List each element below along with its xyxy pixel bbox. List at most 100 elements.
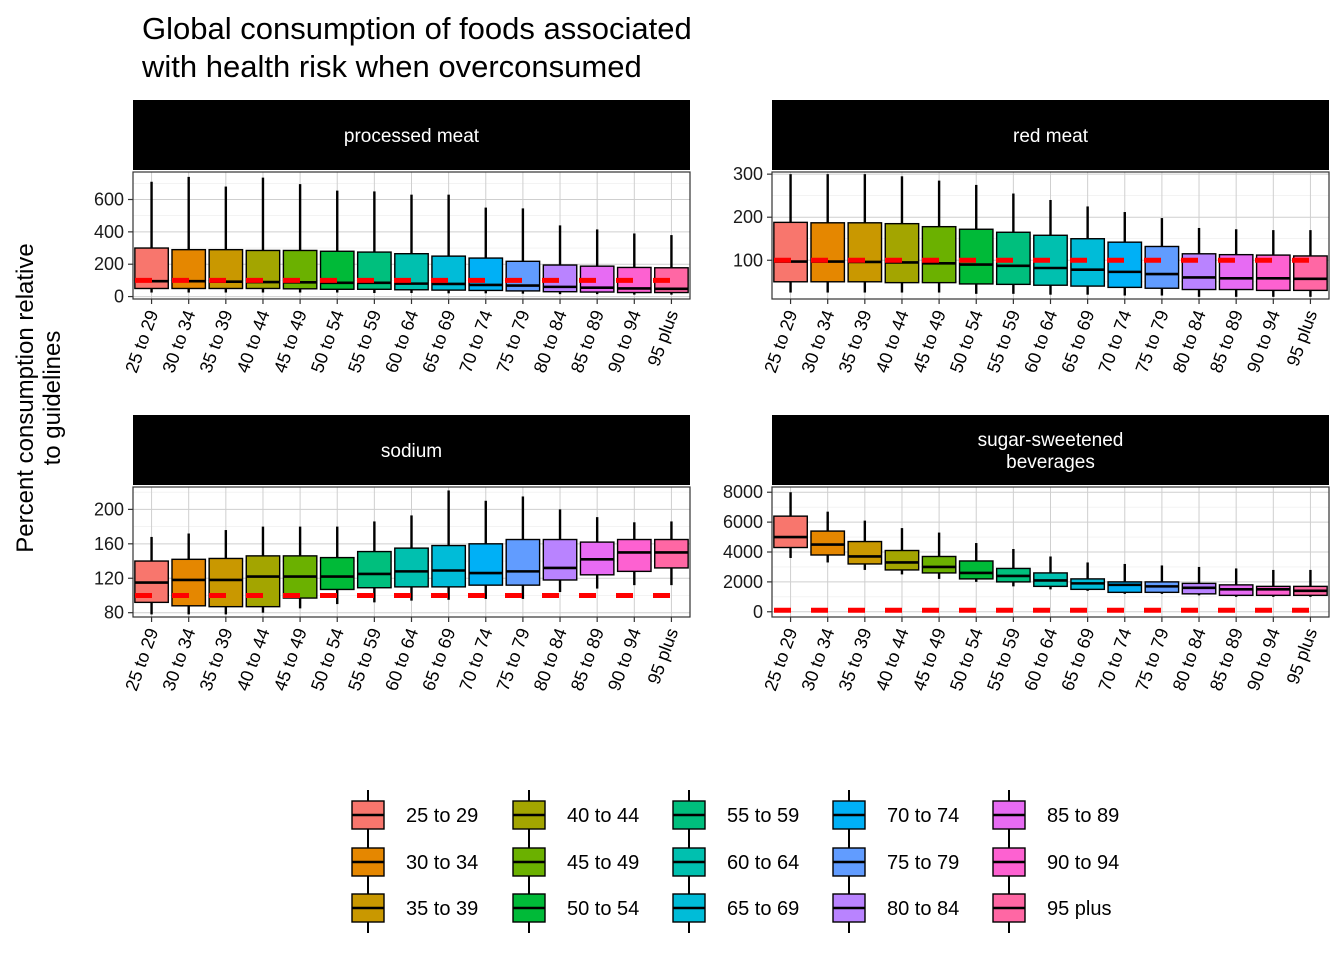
x-tick-label: 30 to 34 [158, 626, 199, 694]
box-4 [245, 526, 281, 613]
box-body [1144, 245, 1180, 289]
box-body [810, 222, 846, 283]
facet-strip-label: beverages [1006, 452, 1095, 473]
x-tick-label: 75 to 79 [1132, 626, 1173, 694]
box-10 [468, 207, 504, 294]
box-body [171, 558, 207, 607]
box-8 [394, 515, 429, 601]
x-tick-label: 30 to 34 [797, 308, 838, 376]
facet-strip [133, 100, 690, 170]
y-tick-label: 400 [94, 222, 124, 242]
legend-item: 30 to 34 [351, 837, 478, 887]
legend-label: 85 to 89 [1047, 805, 1119, 827]
box-10 [1107, 563, 1143, 594]
legend-label: 60 to 64 [727, 852, 799, 874]
box-6 [319, 190, 355, 293]
chart-title: Global consumption of foods associated w… [142, 10, 842, 86]
x-tick-label: 95 plus [1283, 626, 1322, 687]
legend-label: 55 to 59 [727, 805, 799, 827]
x-tick-label: 50 to 54 [946, 626, 987, 694]
box-15 [654, 521, 689, 586]
box-5 [282, 184, 318, 293]
box-body [245, 555, 281, 608]
x-tick-label: 35 to 39 [835, 626, 876, 694]
box-body [773, 221, 808, 283]
legend-label: 90 to 94 [1047, 852, 1119, 874]
x-tick-label: 85 to 89 [1206, 626, 1247, 694]
box-2 [810, 174, 846, 293]
box-8 [394, 194, 429, 294]
box-10 [1107, 212, 1143, 296]
x-tick-label: 30 to 34 [158, 308, 199, 376]
x-tick-label: 90 to 94 [604, 308, 645, 376]
x-tick-label: 40 to 44 [872, 626, 913, 694]
legend-item: 50 to 54 [512, 883, 639, 933]
box-3 [847, 520, 883, 570]
legend-label: 65 to 69 [727, 898, 799, 920]
facet-strip-label: processed meat [344, 126, 480, 147]
box-7 [356, 521, 392, 603]
legend-label: 30 to 34 [406, 852, 478, 874]
box-2 [171, 533, 207, 615]
legend: 25 to 29 30 to 34 35 to 39 40 to 44 45 to 49… [351, 790, 1119, 933]
y-tick-label: 6000 [723, 512, 763, 532]
box-13 [1218, 568, 1254, 597]
x-tick-label: 25 to 29 [121, 626, 162, 694]
legend-label: 40 to 44 [567, 805, 639, 827]
box-6 [958, 543, 994, 582]
x-tick-label: 75 to 79 [493, 308, 534, 376]
legend-item: 60 to 64 [672, 837, 799, 887]
x-tick-label: 35 to 39 [835, 308, 876, 376]
box-7 [356, 191, 392, 294]
x-tick-label: 60 to 64 [1020, 626, 1061, 694]
x-tick-label: 80 to 84 [530, 626, 571, 694]
legend-item: 95 plus [992, 883, 1112, 933]
box-9 [431, 194, 467, 294]
box-body [921, 555, 957, 574]
facet-strip [772, 415, 1329, 485]
x-tick-label: 55 to 59 [344, 626, 385, 694]
box-body [958, 560, 994, 580]
box-body [208, 557, 244, 608]
box-11 [1144, 218, 1180, 296]
x-tick-label: 65 to 69 [1057, 308, 1098, 376]
legend-item: 85 to 89 [992, 790, 1119, 840]
y-tick-label: 300 [733, 164, 763, 184]
x-tick-label: 85 to 89 [567, 308, 608, 376]
x-tick-label: 55 to 59 [983, 308, 1024, 376]
x-tick-label: 60 to 64 [381, 308, 422, 376]
x-tick-label: 30 to 34 [797, 626, 838, 694]
x-tick-label: 70 to 74 [1094, 626, 1135, 694]
box-body [921, 225, 957, 284]
x-tick-label: 50 to 54 [307, 626, 348, 694]
x-tick-label: 50 to 54 [946, 308, 987, 376]
x-tick-label: 35 to 39 [196, 626, 237, 694]
x-tick-label: 45 to 49 [909, 626, 950, 694]
x-tick-label: 25 to 29 [121, 308, 162, 376]
box-body [958, 228, 994, 285]
x-tick-label: 45 to 49 [270, 308, 311, 376]
box-7 [995, 549, 1031, 587]
legend-label: 35 to 39 [406, 898, 478, 920]
x-tick-label: 50 to 54 [307, 308, 348, 376]
y-tick-label: 0 [114, 287, 124, 307]
x-tick-label: 35 to 39 [196, 308, 237, 376]
x-tick-label: 95 plus [1283, 308, 1322, 369]
facet-strip-label: sugar-sweetened [978, 430, 1124, 451]
box-9 [1070, 562, 1106, 591]
x-tick-label: 40 to 44 [233, 626, 274, 694]
legend-item: 40 to 44 [512, 790, 639, 840]
legend-item: 90 to 94 [992, 837, 1119, 887]
facet-strip-label: sodium [381, 441, 442, 462]
box-15 [654, 235, 689, 295]
x-tick-label: 45 to 49 [909, 308, 950, 376]
y-tick-label: 80 [104, 603, 124, 623]
legend-label: 95 plus [1047, 898, 1112, 920]
box-15 [1293, 569, 1328, 597]
box-4 [884, 528, 920, 575]
y-tick-label: 2000 [723, 572, 763, 592]
